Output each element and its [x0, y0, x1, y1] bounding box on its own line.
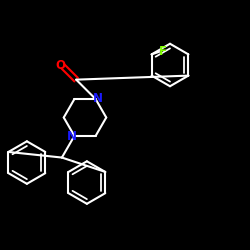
Text: N: N	[68, 130, 78, 143]
Text: F: F	[159, 44, 167, 58]
Text: O: O	[55, 59, 65, 72]
Text: N: N	[93, 92, 103, 105]
